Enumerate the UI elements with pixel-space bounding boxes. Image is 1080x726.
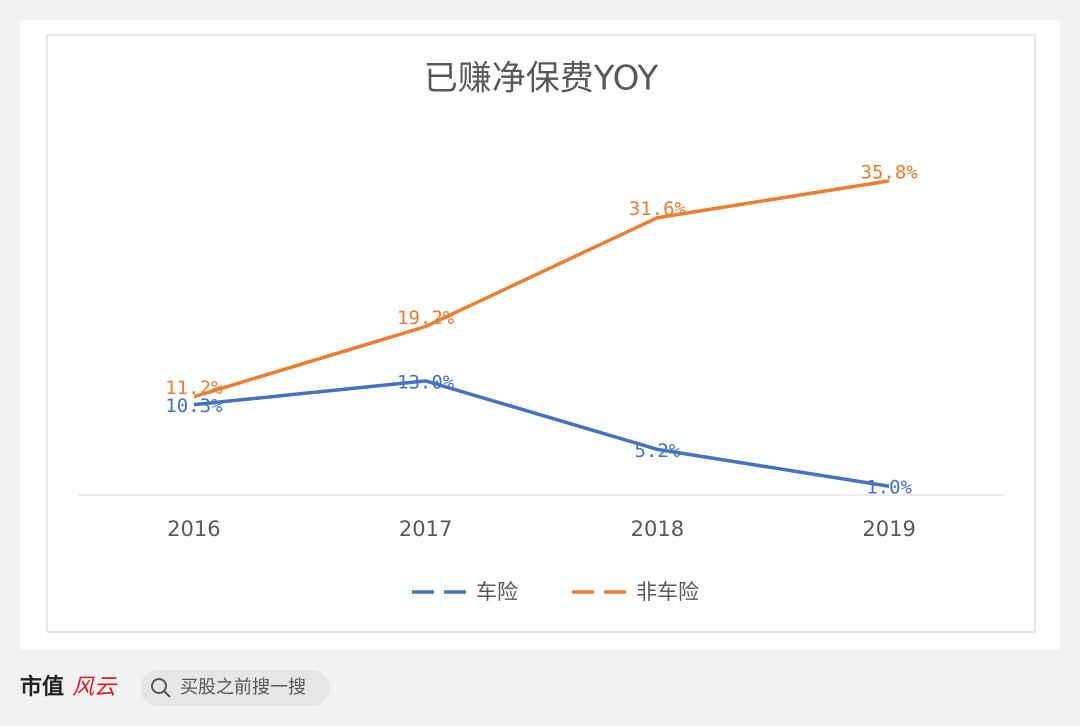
chart-title: 已赚净保费YOY (424, 59, 659, 99)
brand: 市值 (20, 674, 64, 700)
card (20, 20, 1060, 650)
x-tick-label: 2016 (167, 517, 220, 541)
data-label: 19.2% (397, 307, 455, 329)
search-text: 买股之前搜一搜 (180, 677, 306, 698)
x-tick-label: 2019 (862, 517, 915, 541)
data-label: 10.3% (165, 395, 223, 417)
x-tick-label: 2017 (399, 517, 452, 541)
frame (46, 34, 1036, 633)
x-tick-label: 2018 (631, 517, 684, 541)
search-icon (163, 690, 171, 698)
legend: 车险 非车险 (412, 580, 699, 604)
brand-mark: 风云 (72, 675, 118, 700)
legend-label: 车险 (476, 580, 518, 604)
line (193, 179, 890, 399)
data-label: 35.8% (861, 161, 919, 183)
data-label: 11.2% (165, 377, 223, 399)
line (193, 379, 890, 488)
data-label: 5.2% (634, 440, 680, 462)
legend-label: 非车险 (636, 580, 699, 604)
search-box[interactable] (140, 670, 330, 706)
data-label: 1.0% (866, 477, 912, 499)
plot: 2016 2017 2018 2019 10.3% 13.0% 5.2% 1.0% 11.2% 1… (165, 161, 918, 541)
data-label: 31.6% (629, 198, 687, 220)
search-icon (151, 678, 167, 694)
data-label: 13.0% (397, 371, 455, 393)
